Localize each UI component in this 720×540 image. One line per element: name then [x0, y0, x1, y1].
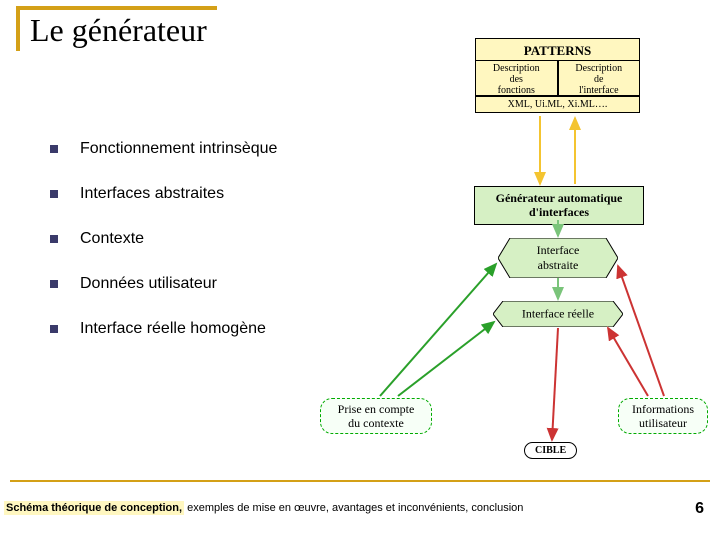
info-box: Informationsutilisateur — [618, 398, 708, 434]
bullet-list: Fonctionnement intrinsèque Interfaces ab… — [50, 140, 277, 365]
list-item: Données utilisateur — [50, 275, 277, 293]
cible-box: CIBLE — [524, 442, 577, 459]
page-number: 6 — [695, 500, 704, 518]
patterns-desc-functions: Descriptiondesfonctions — [475, 60, 558, 96]
hex-interface-abstraite: Interfaceabstraite — [498, 238, 618, 278]
patterns-desc-interface: Descriptiondel'interface — [558, 60, 641, 96]
context-box: Prise en comptedu contexte — [320, 398, 432, 434]
list-item: Contexte — [50, 230, 277, 248]
patterns-xml: XML, Ui.ML, Xi.ML…. — [475, 96, 640, 113]
bullet-icon — [50, 145, 58, 153]
bullet-icon — [50, 190, 58, 198]
bullet-icon — [50, 235, 58, 243]
generator-box: Générateur automatiqued'interfaces — [474, 186, 644, 225]
list-item: Fonctionnement intrinsèque — [50, 140, 277, 158]
hex-interface-reelle: Interface réelle — [493, 301, 623, 327]
bullet-icon — [50, 280, 58, 288]
footer-text: Schéma théorique de conception, exemples… — [4, 502, 523, 514]
bullet-icon — [50, 325, 58, 333]
footer-rule — [10, 480, 710, 482]
list-item: Interfaces abstraites — [50, 185, 277, 203]
slide-title: Le générateur — [16, 6, 217, 51]
list-item: Interface réelle homogène — [50, 320, 277, 338]
